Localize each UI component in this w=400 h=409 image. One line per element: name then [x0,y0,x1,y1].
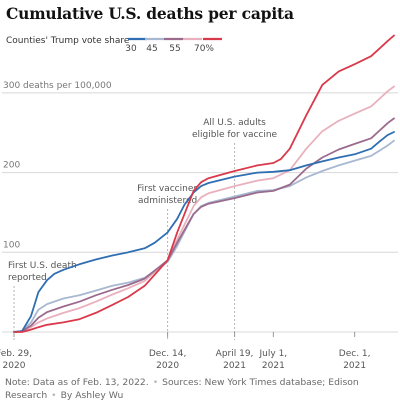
y-tick-label-100: 100 [3,240,20,250]
note-sources: Sources: New York Times database; Edison… [5,377,359,401]
series-line-30 [13,131,395,333]
legend-label-45: 45 [146,44,157,54]
legend-label-30: 30 [125,44,137,54]
x-axis: Feb. 29, 2020 Dec. 14, 2020 April 19, 2021 Jul… [0,332,371,371]
x-tick-year-1: 2020 [3,361,26,371]
x-tick-year-4: 2021 [262,361,285,371]
x-tick-year-3: 2021 [223,361,246,371]
x-tick-label-3: April 19, [216,349,254,359]
x-tick-year-2: 2020 [156,361,179,371]
grid-layer: 100 200 300 deaths per 100,000 [2,81,398,333]
annotation-label-2: administered [138,196,197,206]
legend-title: Counties' Trump vote share [6,36,130,46]
source-note: Note: Data as of Feb. 13, 2022. • Sources:… [5,377,359,401]
legend-label-55: 55 [169,44,180,54]
annotation-label-1: First U.S. death [8,261,77,271]
series-line-70pct [13,34,395,333]
y-tick-label-300: 300 deaths per 100,000 [3,81,112,91]
note-data: Note: Data as of Feb. 13, 2022. [5,377,149,388]
x-tick-year-5: 2021 [343,361,366,371]
note-byline: By Ashley Wu [60,390,124,401]
x-tick-label-1: Feb. 29, [0,349,32,359]
x-tick-label-4: July 1, [259,349,288,359]
annotation-label-1: reported [8,273,47,283]
y-tick-label-200: 200 [3,161,20,171]
annotation-layer: First U.S. death reported First vaccines ad… [8,118,278,340]
series-line-55 [13,117,395,333]
chart-title: Cumulative U.S. deaths per capita [6,4,294,23]
annotation-label-3: eligible for vaccine [192,130,278,140]
x-tick-label-2: Dec. 14, [149,349,186,359]
line-chart: 100 200 300 deaths per 100,000 First U.S. … [0,34,398,371]
series-layer [13,34,395,333]
annotation-label-2: First vaccines [137,184,198,194]
annotation-label-3: All U.S. adults [203,118,266,128]
x-tick-label-5: Dec. 1, [339,349,371,359]
legend-label-70pct: 70% [194,44,214,54]
series-line-extra [13,85,395,333]
